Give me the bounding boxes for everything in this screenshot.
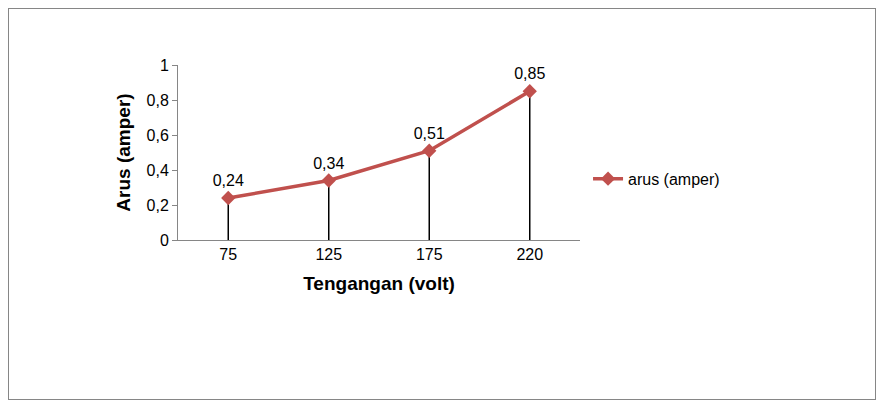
svg-text:175: 175 <box>416 246 443 263</box>
svg-text:0,85: 0,85 <box>514 65 545 82</box>
svg-text:0,8: 0,8 <box>147 92 169 109</box>
svg-text:0: 0 <box>160 232 169 249</box>
svg-text:0,6: 0,6 <box>147 127 169 144</box>
svg-text:220: 220 <box>516 246 543 263</box>
svg-text:0,4: 0,4 <box>147 162 169 179</box>
svg-text:0,24: 0,24 <box>213 172 244 189</box>
svg-text:75: 75 <box>219 246 237 263</box>
svg-text:0,51: 0,51 <box>414 125 445 142</box>
svg-text:0,2: 0,2 <box>147 197 169 214</box>
svg-text:Arus (amper): Arus (amper) <box>113 93 134 211</box>
svg-text:Tengangan (volt): Tengangan (volt) <box>303 273 455 294</box>
svg-text:1: 1 <box>160 57 169 74</box>
svg-text:125: 125 <box>315 246 342 263</box>
svg-text:arus (amper): arus (amper) <box>628 171 720 188</box>
svg-text:0,34: 0,34 <box>313 155 344 172</box>
